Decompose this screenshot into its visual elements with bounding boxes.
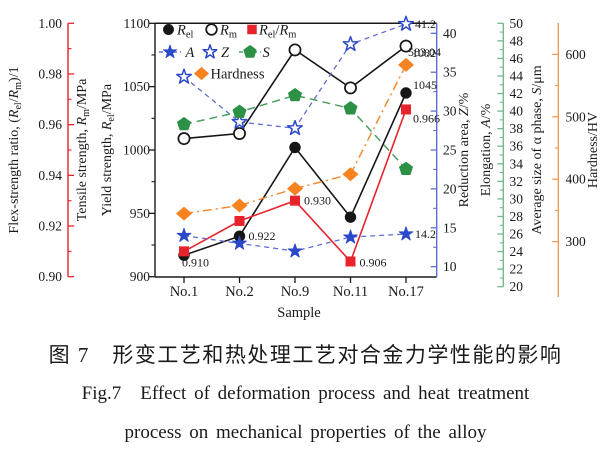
legend-label-RelRm: Rel/Rm bbox=[258, 22, 296, 40]
caption-line-en2: process on mechanical properties of the … bbox=[124, 422, 487, 443]
tick-label-alpha: 26 bbox=[510, 227, 524, 242]
legend-item-S: S bbox=[239, 45, 271, 61]
x-axis: No.1 No.2 No.9 No.11 No.17 Sample bbox=[170, 277, 424, 321]
legend-item-Rm: Rm bbox=[205, 22, 237, 41]
axis-title-strength-1: Yield strength, Rel/MPa bbox=[100, 83, 117, 216]
annotation-41.2: 41.2 bbox=[415, 17, 436, 31]
tick-label-za: 40 bbox=[443, 26, 457, 41]
tick-label-alpha: 30 bbox=[510, 191, 524, 206]
tick-label-alpha: 44 bbox=[510, 68, 524, 83]
axis-ratio: 1.00 0.98 0.96 0.94 0.92 0.90 Flex-strength ra… bbox=[7, 16, 74, 284]
series-markers-Rm bbox=[177, 39, 413, 146]
legend-label-Rm: Rm bbox=[219, 22, 237, 40]
legend-label-S: S bbox=[263, 45, 271, 61]
plot-frame bbox=[155, 22, 437, 278]
x-tick-label: No.17 bbox=[388, 284, 424, 300]
series-markers-Z bbox=[176, 15, 414, 136]
tick-label-za: 35 bbox=[443, 65, 457, 80]
tick-label-alpha: 34 bbox=[510, 156, 524, 171]
tick-label-strength: 1000 bbox=[123, 143, 150, 158]
legend-item-Z: Z bbox=[202, 44, 230, 61]
annotation-0.922: 0.922 bbox=[249, 229, 276, 243]
tick-label-alpha: 24 bbox=[510, 244, 524, 259]
tick-label-ratio: 0.94 bbox=[38, 168, 62, 183]
tick-label-hardness: 500 bbox=[566, 109, 587, 124]
series-markers-S bbox=[177, 88, 413, 176]
legend-label-Z: Z bbox=[221, 45, 230, 61]
annotation-0.906: 0.906 bbox=[360, 255, 387, 269]
caption-line-zh: 图 7 形变工艺和热处理工艺对合金力学性能的影响 bbox=[48, 343, 563, 367]
x-tick-label: No.9 bbox=[281, 284, 310, 300]
tick-label-alpha: 38 bbox=[510, 121, 524, 136]
annotation-0.930: 0.930 bbox=[304, 194, 331, 208]
tick-label-alpha: 28 bbox=[510, 209, 524, 224]
legend-item-A: A bbox=[159, 44, 195, 61]
series-line-Rel bbox=[183, 92, 407, 256]
tick-label-strength: 1050 bbox=[123, 79, 150, 94]
tick-label-ratio: 0.92 bbox=[38, 219, 62, 234]
legend-label-A: A bbox=[185, 45, 195, 61]
tick-label-hardness: 300 bbox=[566, 234, 587, 249]
tick-label-za: 30 bbox=[443, 104, 457, 119]
tick-label-ratio: 0.98 bbox=[38, 66, 62, 81]
axis-title-ratio-0: Flex-strength ratio, (Rel/Rm)/1 bbox=[7, 66, 24, 233]
tick-label-strength: 950 bbox=[130, 206, 151, 221]
annotation-583.04: 583.04 bbox=[408, 45, 441, 59]
axis-title-hardness-0: Hardness/HV bbox=[586, 112, 601, 188]
tick-label-alpha: 36 bbox=[510, 139, 524, 154]
tick-label-alpha: 22 bbox=[510, 262, 524, 277]
axis-title-za-1: Elongation, A/% bbox=[479, 103, 494, 196]
tick-label-alpha: 32 bbox=[510, 174, 524, 189]
tick-label-hardness: 600 bbox=[566, 47, 587, 62]
annotation-1045: 1045 bbox=[413, 78, 437, 92]
tick-label-alpha: 20 bbox=[510, 279, 524, 294]
tick-label-ratio: 0.96 bbox=[38, 117, 62, 132]
legend: Rel Rm Rel/Rm A Z S Hardness bbox=[159, 22, 296, 82]
tick-label-za: 10 bbox=[443, 259, 457, 274]
annotation-0.910: 0.910 bbox=[182, 255, 209, 269]
legend-item-RelRm: Rel/Rm bbox=[247, 22, 296, 41]
legend-item-Hardness: Hardness bbox=[193, 66, 265, 82]
tick-label-hardness: 400 bbox=[566, 172, 587, 187]
axis-title-za-0: Reduction area, Z/% bbox=[457, 92, 472, 207]
tick-label-alpha: 42 bbox=[510, 86, 524, 101]
axis-title-strength-0: Tensile strength, Rm/MPa bbox=[75, 78, 92, 221]
tick-label-za: 25 bbox=[443, 143, 457, 158]
tick-label-ratio: 1.00 bbox=[38, 16, 62, 31]
series-markers-Hardness bbox=[176, 57, 414, 221]
annotation-0.966: 0.966 bbox=[413, 111, 440, 125]
tick-label-alpha: 50 bbox=[510, 16, 524, 31]
tick-label-ratio: 0.90 bbox=[38, 269, 62, 284]
caption-line-en1: Fig.7 Effect of deformation process and … bbox=[81, 383, 530, 404]
axis-strength: 1100 1050 1000 950 900 Tensile strength, Rm/M… bbox=[75, 16, 156, 284]
figure-caption: 图 7 形变工艺和热处理工艺对合金力学性能的影响 Fig.7 Effect of… bbox=[0, 336, 611, 452]
axis-za: 40 35 30 25 20 15 10 Reduction area, Z/% Elongat… bbox=[430, 23, 494, 277]
x-axis-title: Sample bbox=[277, 305, 321, 321]
axis-title-alpha-0: Average size of α phase, S/μm bbox=[530, 65, 545, 234]
x-tick-label: No.11 bbox=[333, 284, 368, 300]
tick-label-alpha: 40 bbox=[510, 104, 524, 119]
series-markers-A bbox=[176, 226, 414, 258]
legend-label-Hardness: Hardness bbox=[211, 66, 265, 82]
x-tick-label: No.1 bbox=[170, 284, 199, 300]
x-tick-label: No.2 bbox=[225, 284, 254, 300]
tick-label-alpha: 48 bbox=[510, 33, 524, 48]
tick-label-strength: 900 bbox=[130, 269, 151, 284]
tick-label-za: 20 bbox=[443, 181, 457, 196]
legend-item-Rel: Rel bbox=[163, 22, 193, 41]
tick-label-alpha: 46 bbox=[510, 51, 524, 66]
annotation-14.2: 14.2 bbox=[415, 227, 436, 241]
axis-alpha: 50 48 46 44 42 40 38 36 34 32 30 28 26 24 22 20 Average … bbox=[497, 16, 545, 294]
chart-canvas: 1.00 0.98 0.96 0.94 0.92 0.90 Flex-strength ra… bbox=[7, 15, 601, 321]
legend-label-Rel: Rel bbox=[176, 22, 193, 40]
tick-label-za: 15 bbox=[443, 220, 457, 235]
axis-hardness: 600 500 400 300 Hardness/HV bbox=[552, 23, 601, 297]
series-line-S bbox=[183, 94, 407, 170]
annotation-1082: 1082 bbox=[412, 46, 436, 60]
series-markers-RelRm bbox=[179, 104, 411, 267]
tick-label-strength: 1100 bbox=[124, 16, 151, 31]
